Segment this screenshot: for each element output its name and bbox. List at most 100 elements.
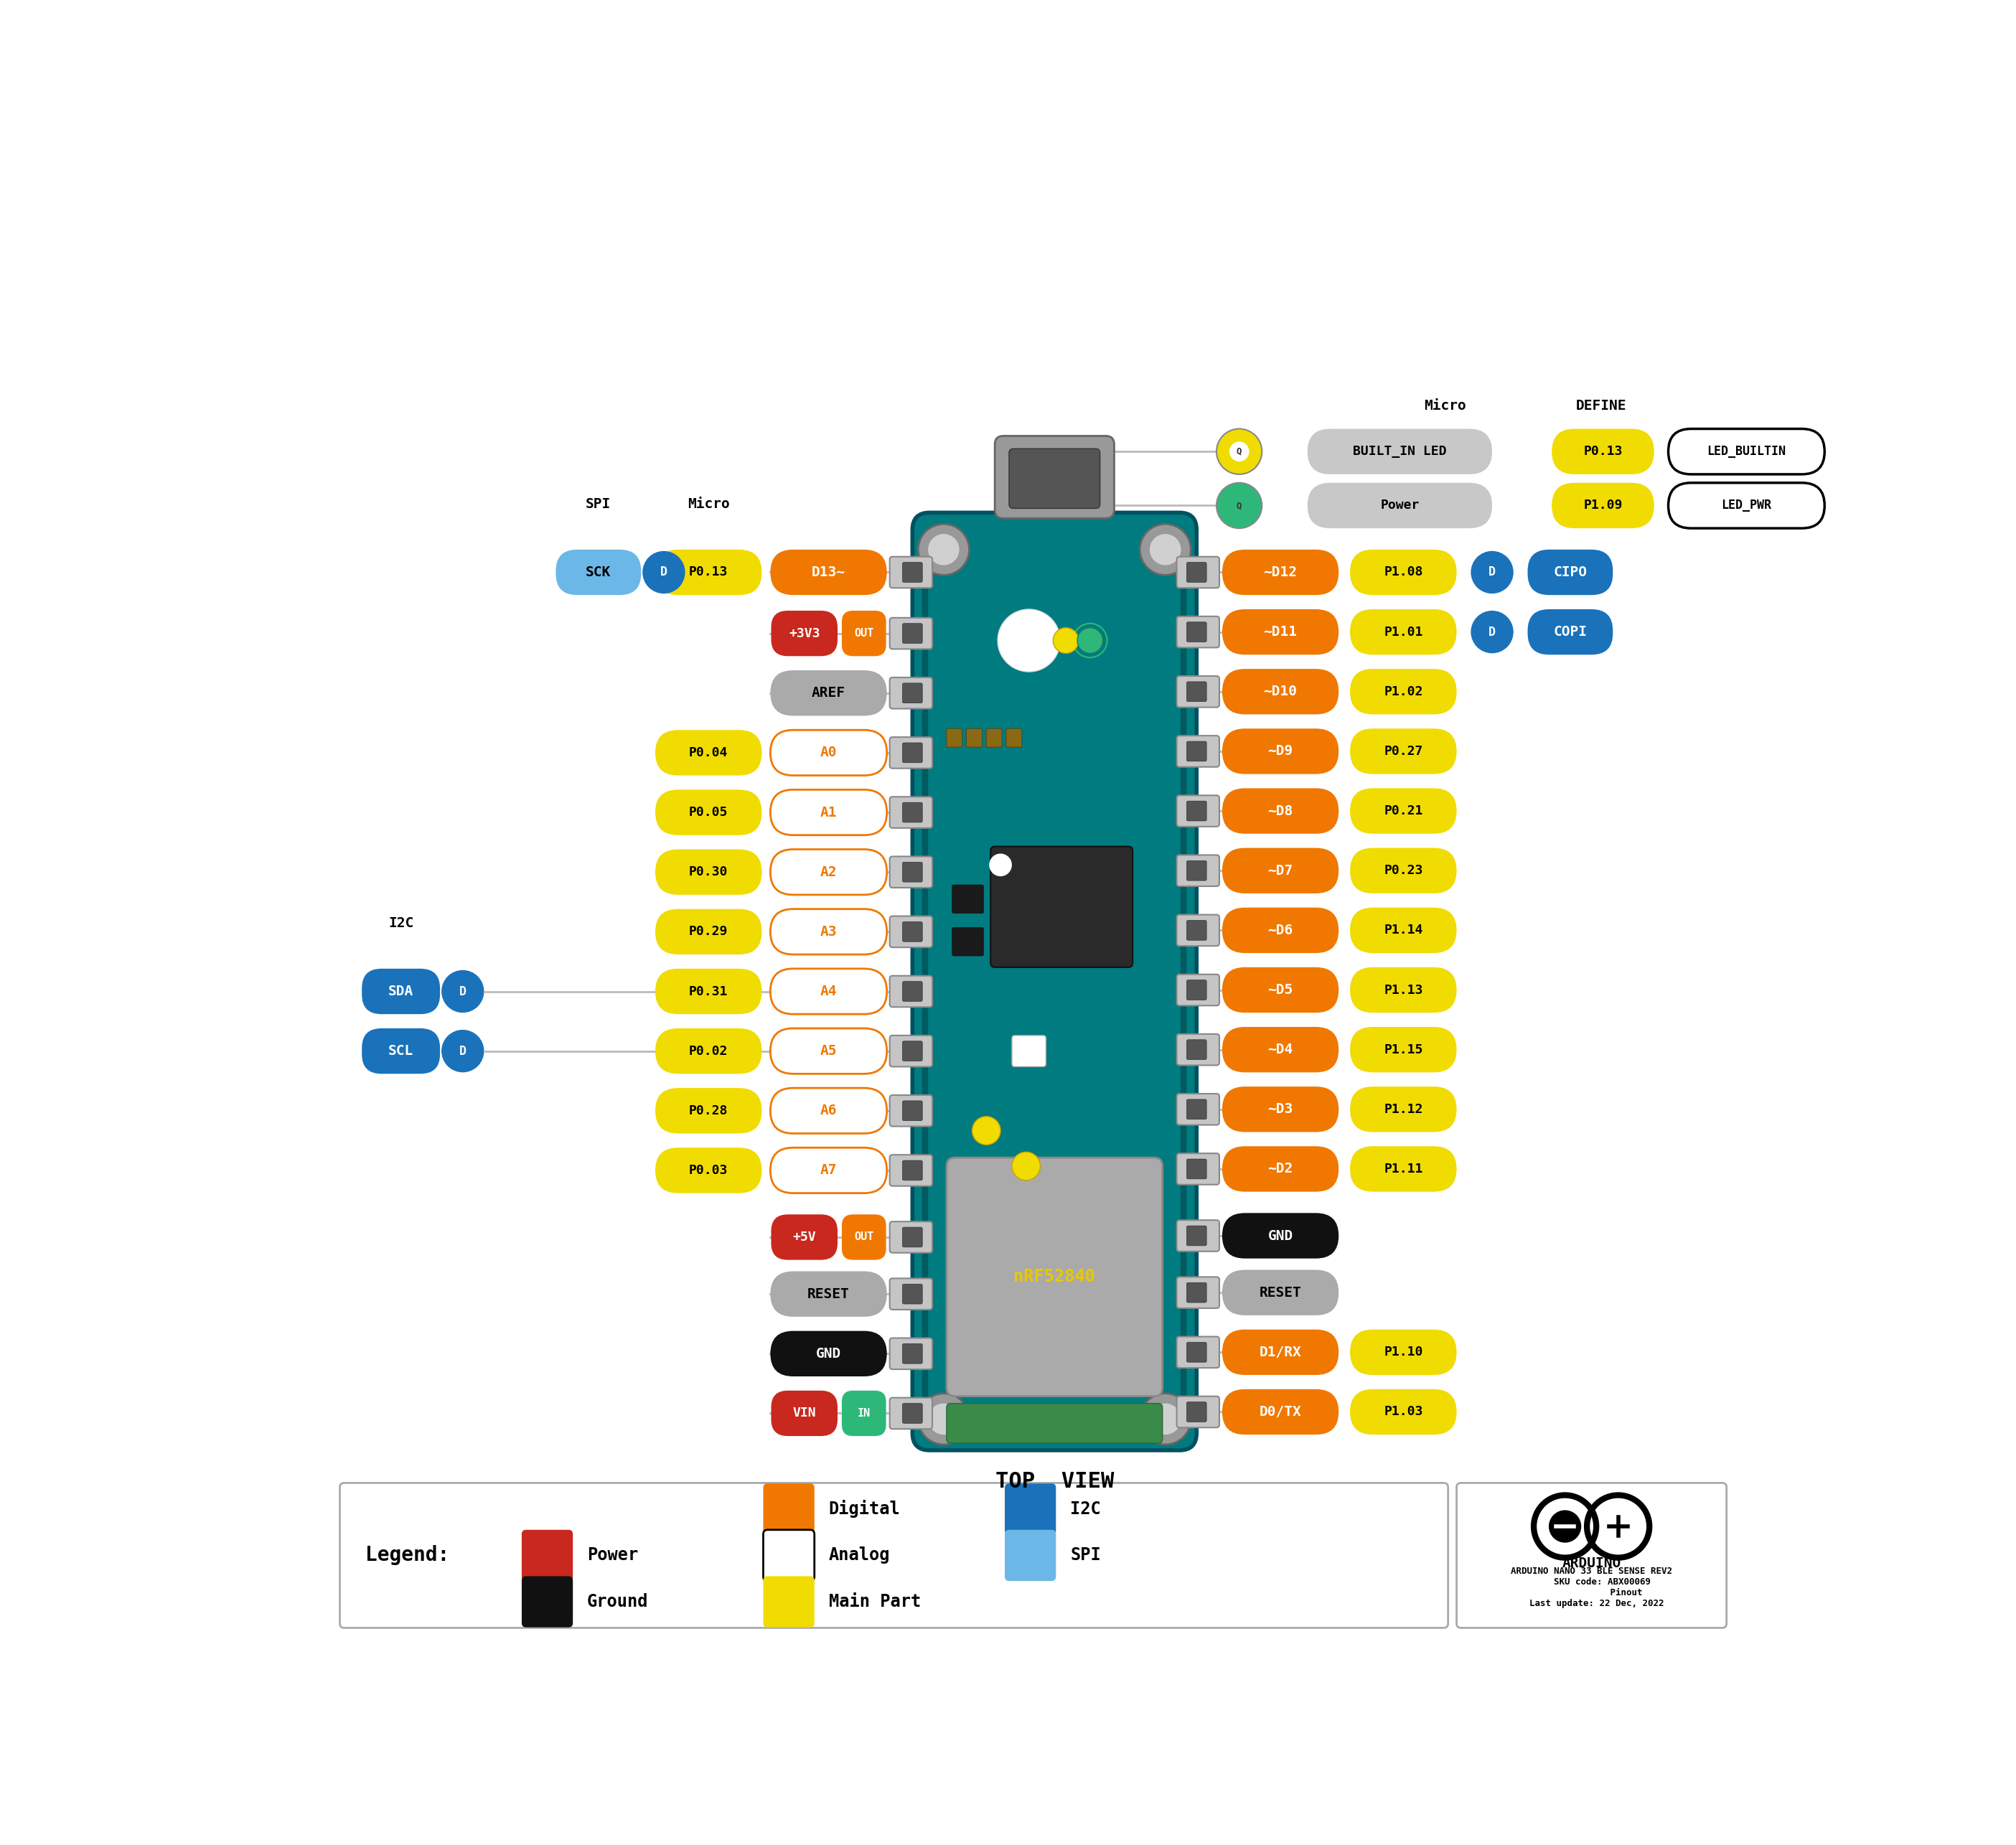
FancyBboxPatch shape — [952, 928, 984, 956]
Text: Legend:: Legend: — [365, 1546, 450, 1565]
FancyBboxPatch shape — [1351, 1330, 1458, 1375]
FancyBboxPatch shape — [903, 683, 923, 703]
FancyBboxPatch shape — [903, 1343, 923, 1363]
FancyBboxPatch shape — [1177, 915, 1220, 946]
FancyBboxPatch shape — [952, 886, 984, 913]
FancyBboxPatch shape — [1177, 1094, 1220, 1125]
FancyBboxPatch shape — [1187, 1282, 1206, 1303]
FancyBboxPatch shape — [1187, 1343, 1206, 1362]
Text: A5: A5 — [821, 1044, 837, 1057]
Text: SPI: SPI — [1070, 1546, 1101, 1565]
FancyBboxPatch shape — [655, 790, 762, 836]
FancyBboxPatch shape — [903, 982, 923, 1002]
FancyBboxPatch shape — [903, 1101, 923, 1120]
Text: OUT: OUT — [855, 1232, 873, 1242]
Text: P1.02: P1.02 — [1383, 684, 1423, 697]
Text: ~D4: ~D4 — [1268, 1042, 1292, 1057]
Text: P1.15: P1.15 — [1383, 1042, 1423, 1055]
Text: Micro: Micro — [687, 498, 730, 511]
Circle shape — [927, 533, 960, 565]
FancyBboxPatch shape — [1351, 550, 1458, 596]
FancyBboxPatch shape — [1187, 1159, 1206, 1179]
Text: LED_BUILTIN: LED_BUILTIN — [1708, 445, 1786, 458]
Circle shape — [1139, 1393, 1191, 1445]
Text: D: D — [460, 1044, 466, 1057]
Circle shape — [1472, 552, 1514, 594]
FancyBboxPatch shape — [903, 1227, 923, 1247]
Text: D: D — [1488, 566, 1496, 579]
Text: P1.08: P1.08 — [1383, 566, 1423, 579]
Text: GND: GND — [1268, 1229, 1292, 1242]
Text: D13~: D13~ — [812, 565, 845, 579]
FancyBboxPatch shape — [948, 729, 962, 747]
FancyBboxPatch shape — [1177, 1153, 1220, 1184]
Text: P1.03: P1.03 — [1383, 1406, 1423, 1419]
FancyBboxPatch shape — [1528, 609, 1613, 655]
FancyBboxPatch shape — [1187, 1041, 1206, 1059]
FancyBboxPatch shape — [903, 1404, 923, 1422]
FancyBboxPatch shape — [1351, 1389, 1458, 1435]
FancyBboxPatch shape — [770, 731, 887, 775]
FancyBboxPatch shape — [889, 677, 931, 708]
FancyBboxPatch shape — [655, 969, 762, 1015]
FancyBboxPatch shape — [764, 1530, 814, 1581]
FancyBboxPatch shape — [764, 1483, 814, 1535]
Circle shape — [1149, 1404, 1181, 1435]
Text: P0.30: P0.30 — [689, 865, 728, 878]
Text: DEFINE: DEFINE — [1577, 399, 1627, 413]
Circle shape — [1216, 483, 1262, 528]
Circle shape — [990, 854, 1012, 876]
Text: A1: A1 — [821, 806, 837, 819]
FancyBboxPatch shape — [1187, 681, 1206, 701]
FancyBboxPatch shape — [1177, 675, 1220, 707]
FancyBboxPatch shape — [772, 1214, 837, 1260]
Text: D0/TX: D0/TX — [1260, 1406, 1302, 1419]
FancyBboxPatch shape — [889, 618, 931, 649]
FancyBboxPatch shape — [1187, 860, 1206, 880]
Text: P1.14: P1.14 — [1383, 924, 1423, 937]
FancyBboxPatch shape — [1222, 967, 1339, 1013]
FancyBboxPatch shape — [655, 550, 762, 596]
Text: P0.28: P0.28 — [689, 1105, 728, 1118]
FancyBboxPatch shape — [889, 797, 931, 828]
FancyBboxPatch shape — [966, 729, 982, 747]
FancyBboxPatch shape — [903, 624, 923, 644]
Circle shape — [1603, 1511, 1635, 1542]
Text: D1/RX: D1/RX — [1260, 1345, 1302, 1360]
Text: A2: A2 — [821, 865, 837, 878]
Text: IN: IN — [857, 1408, 871, 1419]
FancyBboxPatch shape — [1177, 736, 1220, 768]
Circle shape — [1149, 533, 1181, 565]
Text: ~D9: ~D9 — [1268, 745, 1292, 758]
FancyBboxPatch shape — [1351, 967, 1458, 1013]
Circle shape — [643, 552, 685, 594]
Circle shape — [1230, 496, 1250, 515]
Text: P0.23: P0.23 — [1383, 863, 1423, 876]
FancyBboxPatch shape — [1222, 729, 1339, 775]
Text: A6: A6 — [821, 1103, 837, 1118]
FancyBboxPatch shape — [770, 670, 887, 716]
FancyBboxPatch shape — [913, 513, 1198, 1450]
FancyBboxPatch shape — [986, 729, 1002, 747]
FancyBboxPatch shape — [655, 849, 762, 895]
Text: CIPO: CIPO — [1554, 565, 1587, 579]
Text: P1.13: P1.13 — [1383, 983, 1423, 996]
FancyBboxPatch shape — [1177, 616, 1220, 648]
FancyBboxPatch shape — [1177, 1220, 1220, 1251]
Circle shape — [1548, 1511, 1581, 1542]
Text: ~D11: ~D11 — [1264, 625, 1296, 638]
FancyBboxPatch shape — [772, 1391, 837, 1435]
Text: ~D8: ~D8 — [1268, 804, 1292, 817]
FancyBboxPatch shape — [1187, 563, 1206, 583]
FancyBboxPatch shape — [522, 1530, 573, 1581]
Text: ~D12: ~D12 — [1264, 565, 1296, 579]
FancyBboxPatch shape — [1012, 1035, 1046, 1066]
FancyBboxPatch shape — [522, 1576, 573, 1627]
Text: RESET: RESET — [808, 1288, 849, 1301]
Circle shape — [917, 524, 970, 576]
FancyBboxPatch shape — [889, 1096, 931, 1125]
FancyBboxPatch shape — [903, 744, 923, 762]
FancyBboxPatch shape — [1351, 1146, 1458, 1192]
FancyBboxPatch shape — [1552, 428, 1653, 474]
FancyBboxPatch shape — [1222, 1087, 1339, 1133]
